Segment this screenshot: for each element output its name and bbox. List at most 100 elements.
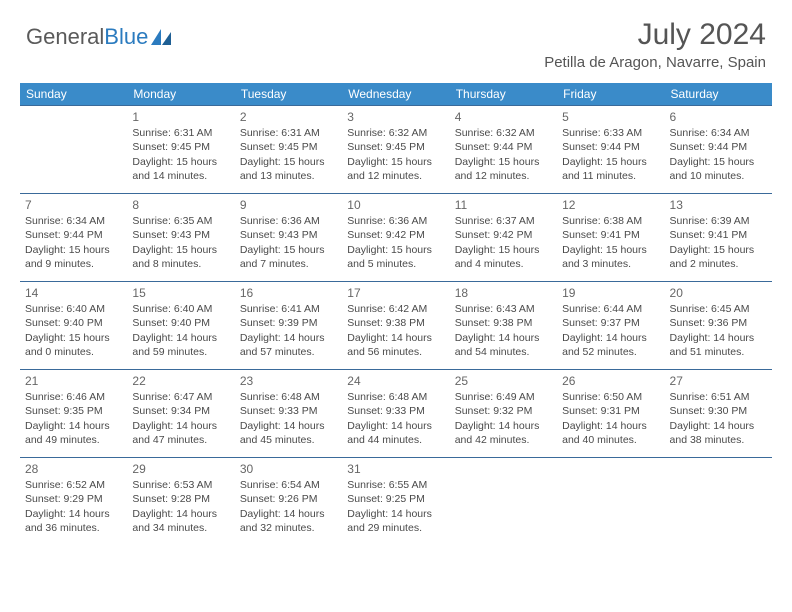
day-info-line: Sunset: 9:44 PM [670,140,767,154]
day-info-line: Sunset: 9:43 PM [240,228,337,242]
calendar-day-cell: 16Sunrise: 6:41 AMSunset: 9:39 PMDayligh… [235,282,342,370]
day-info-line: Daylight: 15 hours [132,243,229,257]
day-info-line: Sunset: 9:37 PM [562,316,659,330]
day-number: 11 [455,197,552,213]
calendar-day-cell: 25Sunrise: 6:49 AMSunset: 9:32 PMDayligh… [450,370,557,458]
day-info-line: Daylight: 15 hours [347,155,444,169]
day-info-line: Daylight: 15 hours [670,155,767,169]
day-info-line: Daylight: 15 hours [455,243,552,257]
day-info-line: Sunrise: 6:40 AM [132,302,229,316]
calendar-day-cell: 23Sunrise: 6:48 AMSunset: 9:33 PMDayligh… [235,370,342,458]
day-number: 7 [25,197,122,213]
day-info-line: Sunset: 9:30 PM [670,404,767,418]
day-info-line: Sunrise: 6:32 AM [347,126,444,140]
day-info-line: Daylight: 15 hours [132,155,229,169]
day-info-line: Daylight: 15 hours [562,243,659,257]
day-info-line: Daylight: 14 hours [455,419,552,433]
day-info-line: Sunset: 9:45 PM [132,140,229,154]
day-info-line: Sunset: 9:44 PM [25,228,122,242]
calendar-day-cell: 30Sunrise: 6:54 AMSunset: 9:26 PMDayligh… [235,458,342,546]
day-info-line: Sunrise: 6:48 AM [240,390,337,404]
day-info-line: and 11 minutes. [562,169,659,183]
calendar-day-cell: 18Sunrise: 6:43 AMSunset: 9:38 PMDayligh… [450,282,557,370]
day-info-line: and 40 minutes. [562,433,659,447]
day-info-line: Daylight: 14 hours [132,507,229,521]
calendar-day-cell: 9Sunrise: 6:36 AMSunset: 9:43 PMDaylight… [235,194,342,282]
day-info-line: Daylight: 14 hours [132,419,229,433]
day-info-line: and 51 minutes. [670,345,767,359]
day-info-line: Sunrise: 6:48 AM [347,390,444,404]
calendar-day-cell: 19Sunrise: 6:44 AMSunset: 9:37 PMDayligh… [557,282,664,370]
day-info-line: Sunrise: 6:55 AM [347,478,444,492]
day-info-line: and 29 minutes. [347,521,444,535]
calendar-week-row: 21Sunrise: 6:46 AMSunset: 9:35 PMDayligh… [20,370,772,458]
calendar-day-cell: 17Sunrise: 6:42 AMSunset: 9:38 PMDayligh… [342,282,449,370]
day-info-line: Sunrise: 6:35 AM [132,214,229,228]
day-number: 31 [347,461,444,477]
day-number: 6 [670,109,767,125]
day-info-line: Sunrise: 6:49 AM [455,390,552,404]
calendar-day-cell: 28Sunrise: 6:52 AMSunset: 9:29 PMDayligh… [20,458,127,546]
day-info-line: and 7 minutes. [240,257,337,271]
day-number: 24 [347,373,444,389]
day-info-line: Sunrise: 6:47 AM [132,390,229,404]
day-info-line: Sunset: 9:32 PM [455,404,552,418]
day-info-line: Sunset: 9:33 PM [347,404,444,418]
calendar-body: 1Sunrise: 6:31 AMSunset: 9:45 PMDaylight… [20,106,772,546]
calendar-week-row: 14Sunrise: 6:40 AMSunset: 9:40 PMDayligh… [20,282,772,370]
day-number: 28 [25,461,122,477]
day-info-line: Daylight: 14 hours [240,507,337,521]
day-info-line: Daylight: 15 hours [347,243,444,257]
calendar-day-cell: 22Sunrise: 6:47 AMSunset: 9:34 PMDayligh… [127,370,234,458]
day-info-line: and 0 minutes. [25,345,122,359]
calendar-day-cell: 1Sunrise: 6:31 AMSunset: 9:45 PMDaylight… [127,106,234,194]
day-info-line: Sunset: 9:42 PM [455,228,552,242]
day-info-line: and 45 minutes. [240,433,337,447]
title-block: July 2024 Petilla de Aragon, Navarre, Sp… [544,18,766,71]
day-info-line: Sunset: 9:29 PM [25,492,122,506]
day-number: 4 [455,109,552,125]
day-info-line: Daylight: 14 hours [455,331,552,345]
day-info-line: and 5 minutes. [347,257,444,271]
day-info-line: Daylight: 14 hours [347,331,444,345]
day-info-line: Sunrise: 6:32 AM [455,126,552,140]
day-info-line: and 59 minutes. [132,345,229,359]
day-info-line: Sunset: 9:44 PM [455,140,552,154]
day-info-line: Sunset: 9:38 PM [347,316,444,330]
day-info-line: and 42 minutes. [455,433,552,447]
weekday-header-row: Sunday Monday Tuesday Wednesday Thursday… [20,83,772,106]
day-info-line: Daylight: 14 hours [670,419,767,433]
day-number: 8 [132,197,229,213]
day-info-line: Sunrise: 6:50 AM [562,390,659,404]
day-info-line: Sunset: 9:39 PM [240,316,337,330]
calendar-day-cell: 26Sunrise: 6:50 AMSunset: 9:31 PMDayligh… [557,370,664,458]
day-info-line: Daylight: 15 hours [25,243,122,257]
calendar-day-cell [665,458,772,546]
day-number: 9 [240,197,337,213]
day-info-line: and 49 minutes. [25,433,122,447]
day-number: 30 [240,461,337,477]
day-number: 17 [347,285,444,301]
calendar-day-cell: 20Sunrise: 6:45 AMSunset: 9:36 PMDayligh… [665,282,772,370]
calendar-day-cell: 24Sunrise: 6:48 AMSunset: 9:33 PMDayligh… [342,370,449,458]
calendar-day-cell: 14Sunrise: 6:40 AMSunset: 9:40 PMDayligh… [20,282,127,370]
day-number: 22 [132,373,229,389]
location: Petilla de Aragon, Navarre, Spain [544,54,766,71]
day-number: 21 [25,373,122,389]
day-info-line: Sunrise: 6:36 AM [347,214,444,228]
day-info-line: Sunset: 9:26 PM [240,492,337,506]
day-info-line: Sunrise: 6:40 AM [25,302,122,316]
day-info-line: Sunrise: 6:51 AM [670,390,767,404]
day-info-line: Daylight: 15 hours [240,155,337,169]
day-info-line: Daylight: 14 hours [347,507,444,521]
day-info-line: Sunrise: 6:31 AM [240,126,337,140]
day-info-line: and 3 minutes. [562,257,659,271]
day-info-line: Sunset: 9:28 PM [132,492,229,506]
calendar-week-row: 7Sunrise: 6:34 AMSunset: 9:44 PMDaylight… [20,194,772,282]
day-info-line: Sunrise: 6:54 AM [240,478,337,492]
calendar-day-cell: 6Sunrise: 6:34 AMSunset: 9:44 PMDaylight… [665,106,772,194]
calendar-day-cell: 3Sunrise: 6:32 AMSunset: 9:45 PMDaylight… [342,106,449,194]
day-info-line: Sunrise: 6:43 AM [455,302,552,316]
day-info-line: Daylight: 14 hours [670,331,767,345]
day-info-line: Daylight: 15 hours [455,155,552,169]
